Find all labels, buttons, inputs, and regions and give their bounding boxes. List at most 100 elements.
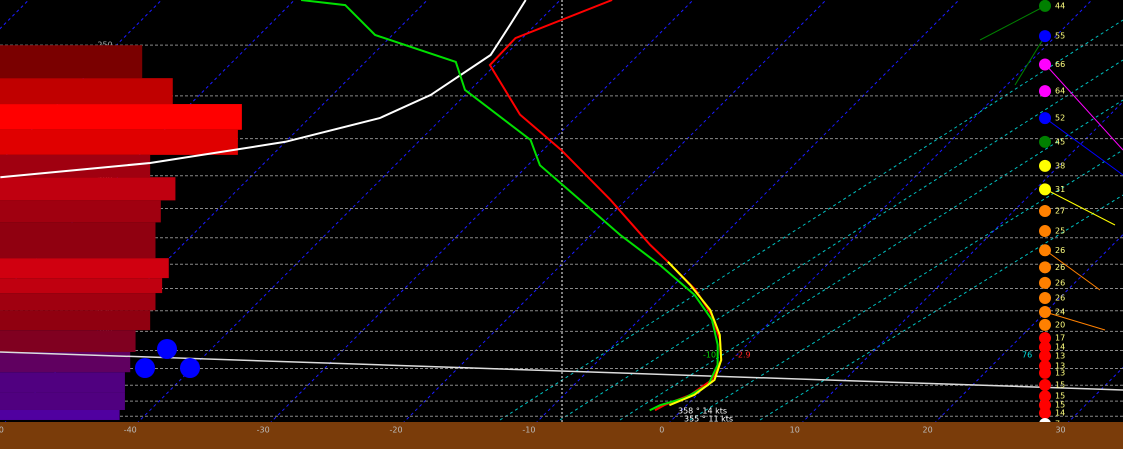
wind-dot bbox=[1039, 30, 1051, 43]
wind-dot bbox=[1039, 406, 1051, 419]
profile-bar bbox=[0, 372, 125, 393]
profile-bar bbox=[0, 129, 238, 155]
wind-dot bbox=[1039, 244, 1051, 257]
wind-speed: 20 bbox=[1055, 320, 1065, 329]
wind-markers: 4455666452453831272526262626242017141313… bbox=[1039, 0, 1065, 444]
profile-bar bbox=[0, 278, 163, 294]
isotherm bbox=[0, 0, 428, 429]
profile-bar bbox=[0, 177, 176, 201]
x-tick-label: -20 bbox=[390, 426, 403, 435]
isotherm bbox=[908, 233, 1123, 449]
wind-speed: 14 bbox=[1055, 343, 1065, 352]
x-tick-label: 20 bbox=[923, 426, 933, 435]
wind-speed: 26 bbox=[1055, 294, 1065, 303]
profile-bar bbox=[0, 104, 242, 130]
wind-speed: 25 bbox=[1055, 227, 1065, 236]
wind-dot bbox=[1039, 261, 1051, 274]
isotherm bbox=[243, 0, 694, 449]
wind-dot bbox=[1039, 378, 1051, 391]
x-tick-label: -50 bbox=[0, 426, 4, 435]
wind-speed: 55 bbox=[1055, 32, 1065, 41]
profile-bar bbox=[0, 78, 173, 105]
wind-barbs bbox=[979, 5, 1123, 331]
wind-dot bbox=[1039, 85, 1051, 98]
profile-bar bbox=[0, 330, 136, 352]
wind-speed: 13 bbox=[1055, 361, 1065, 370]
annotation: 355 ° 11 kts bbox=[684, 415, 733, 424]
wind-dot bbox=[1039, 112, 1051, 125]
isotherm bbox=[110, 0, 561, 449]
profile-bar bbox=[0, 310, 151, 331]
wind-dot bbox=[1039, 0, 1051, 12]
wind-dot bbox=[1039, 204, 1051, 217]
wind-dot bbox=[1039, 183, 1051, 196]
profile-bar bbox=[0, 45, 143, 79]
wind-dot bbox=[1039, 390, 1051, 403]
annotation: 358 ° 14 kts bbox=[678, 407, 727, 416]
wind-speed: 26 bbox=[1055, 246, 1065, 255]
wind-dot bbox=[1039, 276, 1051, 289]
profile-line bbox=[488, 0, 723, 412]
x-tick-label: -40 bbox=[124, 426, 137, 435]
profile-bar bbox=[0, 200, 161, 223]
profile-bar bbox=[0, 351, 131, 373]
profile-line bbox=[0, 0, 527, 179]
wind-speed: 14 bbox=[1055, 408, 1065, 417]
profile-bar bbox=[0, 293, 156, 311]
isotherm bbox=[775, 101, 1123, 449]
annotation: -10 bbox=[703, 351, 716, 360]
wind-dot bbox=[1039, 331, 1051, 344]
wind-dot bbox=[1039, 318, 1051, 331]
profile-line bbox=[667, 261, 723, 407]
profile-bar bbox=[0, 258, 169, 279]
x-tick-label: 10 bbox=[790, 426, 800, 435]
profile-bar bbox=[0, 409, 120, 420]
isotherm bbox=[376, 0, 827, 449]
wind-speed: 64 bbox=[1055, 87, 1065, 96]
x-tick-label: 0 bbox=[659, 426, 664, 435]
wind-speed: 26 bbox=[1055, 263, 1065, 272]
barb bbox=[1044, 249, 1101, 291]
wind-speed: 44 bbox=[1055, 1, 1065, 10]
axis-band bbox=[0, 422, 1123, 449]
curves bbox=[0, 0, 723, 412]
wind-dot bbox=[1039, 225, 1051, 238]
profile-bar bbox=[0, 392, 125, 410]
wind-speed: 13 bbox=[1055, 352, 1065, 361]
wind-dot bbox=[1039, 366, 1051, 379]
x-tick-label: -10 bbox=[522, 426, 535, 435]
annotation: 76 bbox=[1022, 351, 1032, 360]
wind-speed: 13 bbox=[1055, 368, 1065, 377]
wind-speed: 45 bbox=[1055, 137, 1065, 146]
isotherm bbox=[642, 0, 1093, 449]
marker bbox=[135, 358, 155, 378]
wind-speed: 15 bbox=[1055, 401, 1065, 410]
mixing-line bbox=[689, 149, 1123, 421]
wind-speed: 26 bbox=[1055, 278, 1065, 287]
mixing-line bbox=[499, 19, 1123, 421]
isotherm bbox=[0, 0, 295, 296]
barb bbox=[1044, 311, 1106, 331]
marker bbox=[180, 358, 200, 378]
wind-speed: 66 bbox=[1055, 60, 1065, 69]
profile-bar bbox=[0, 154, 151, 178]
wind-speed: 15 bbox=[1055, 392, 1065, 401]
x-tick-label: -30 bbox=[257, 426, 270, 435]
wind-dot bbox=[1039, 306, 1051, 319]
barb bbox=[979, 5, 1046, 41]
barb bbox=[1044, 188, 1116, 226]
x-tick-label: 30 bbox=[1055, 426, 1065, 435]
wind-dot bbox=[1039, 159, 1051, 172]
x-axis: -50 -40 -30 -20 -10 0 10 20 30 bbox=[0, 426, 1066, 435]
wind-speed: 52 bbox=[1055, 114, 1065, 123]
isotherm bbox=[509, 0, 960, 449]
wind-dot bbox=[1039, 135, 1051, 148]
reference-line bbox=[0, 351, 1123, 391]
wind-speed: 31 bbox=[1055, 185, 1065, 194]
barb bbox=[1014, 35, 1046, 86]
wind-dot bbox=[1039, 350, 1051, 363]
profile-line bbox=[300, 0, 719, 412]
wind-speed: 24 bbox=[1055, 308, 1065, 317]
mixing-line bbox=[759, 194, 1123, 421]
